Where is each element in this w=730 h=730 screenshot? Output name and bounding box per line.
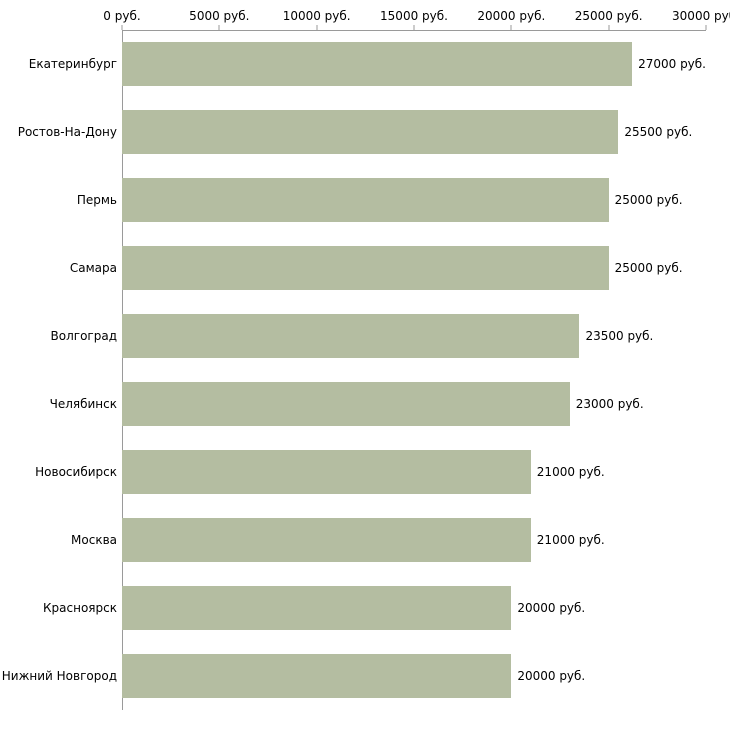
category-label: Самара bbox=[69, 261, 117, 275]
chart-row: Ростов-На-Дону 25500 руб. bbox=[0, 98, 706, 166]
category-label: Красноярск bbox=[43, 601, 117, 615]
chart-row: Челябинск 23000 руб. bbox=[0, 370, 706, 438]
value-label: 20000 руб. bbox=[517, 601, 586, 615]
bar-area: 25500 руб. bbox=[122, 98, 706, 166]
chart-row: Пермь 25000 руб. bbox=[0, 166, 706, 234]
x-tick-label: 25000 руб. bbox=[574, 9, 643, 23]
bar-area: 27000 руб. bbox=[122, 30, 706, 98]
x-tick-mark bbox=[218, 25, 220, 30]
x-tick-label: 20000 руб. bbox=[477, 9, 546, 23]
chart-rows: Екатеринбург 27000 руб. Ростов-На-Дону 2550… bbox=[0, 30, 706, 710]
bar-area: 23500 руб. bbox=[122, 302, 706, 370]
chart-row: Москва 21000 руб. bbox=[0, 506, 706, 574]
category-label: Москва bbox=[71, 533, 117, 547]
bar bbox=[122, 110, 619, 154]
category-label: Екатеринбург bbox=[28, 57, 117, 71]
bar-area: 21000 руб. bbox=[122, 506, 706, 574]
bar bbox=[122, 246, 609, 290]
value-label: 25500 руб. bbox=[624, 125, 693, 139]
chart-row: Волгоград 23500 руб. bbox=[0, 302, 706, 370]
value-label: 25000 руб. bbox=[614, 261, 683, 275]
category-label: Нижний Новгород bbox=[1, 669, 117, 683]
x-axis: 0 руб. 5000 руб. 10000 руб. 15000 руб. 20000… bbox=[103, 0, 730, 30]
value-label: 23000 руб. bbox=[575, 397, 644, 411]
bar bbox=[122, 654, 512, 698]
x-tick-label: 10000 руб. bbox=[282, 9, 351, 23]
x-tick-label: 15000 руб. bbox=[380, 9, 448, 23]
bar-area: 21000 руб. bbox=[122, 438, 706, 506]
bar bbox=[122, 178, 609, 222]
chart-row: Красноярск 20000 руб. bbox=[0, 574, 706, 642]
y-axis-line bbox=[122, 30, 123, 710]
x-tick-mark bbox=[121, 25, 123, 30]
bar bbox=[122, 450, 531, 494]
x-axis-line bbox=[122, 30, 706, 31]
bar bbox=[122, 42, 633, 86]
x-tick-mark bbox=[705, 25, 707, 30]
x-tick-mark bbox=[608, 25, 610, 30]
bar bbox=[122, 518, 531, 562]
category-label: Ростов-На-Дону bbox=[17, 125, 117, 139]
bar-area: 23000 руб. bbox=[122, 370, 706, 438]
value-label: 21000 руб. bbox=[536, 465, 605, 479]
x-tick-label: 0 руб. bbox=[103, 9, 141, 23]
bar-area: 25000 руб. bbox=[122, 166, 706, 234]
chart-row: Екатеринбург 27000 руб. bbox=[0, 30, 706, 98]
bar-area: 20000 руб. bbox=[122, 642, 706, 710]
bar-area: 20000 руб. bbox=[122, 574, 706, 642]
bar-area: 25000 руб. bbox=[122, 234, 706, 302]
value-label: 25000 руб. bbox=[614, 193, 683, 207]
x-tick-mark bbox=[316, 25, 318, 30]
chart-row: Нижний Новгород 20000 руб. bbox=[0, 642, 706, 710]
value-label: 27000 руб. bbox=[638, 57, 706, 71]
value-label: 21000 руб. bbox=[536, 533, 605, 547]
category-label: Волгоград bbox=[50, 329, 117, 343]
chart-row: Новосибирск 21000 руб. bbox=[0, 438, 706, 506]
x-tick-label: 5000 руб. bbox=[189, 9, 250, 23]
value-label: 20000 руб. bbox=[517, 669, 586, 683]
category-label: Пермь bbox=[76, 193, 117, 207]
x-tick-mark bbox=[510, 25, 512, 30]
category-label: Новосибирск bbox=[35, 465, 117, 479]
x-tick-mark bbox=[413, 25, 415, 30]
bar bbox=[122, 314, 580, 358]
bar bbox=[122, 586, 512, 630]
bar bbox=[122, 382, 570, 426]
chart-row: Самара 25000 руб. bbox=[0, 234, 706, 302]
x-tick-label: 30000 руб. bbox=[672, 9, 730, 23]
value-label: 23500 руб. bbox=[585, 329, 654, 343]
category-label: Челябинск bbox=[49, 397, 117, 411]
